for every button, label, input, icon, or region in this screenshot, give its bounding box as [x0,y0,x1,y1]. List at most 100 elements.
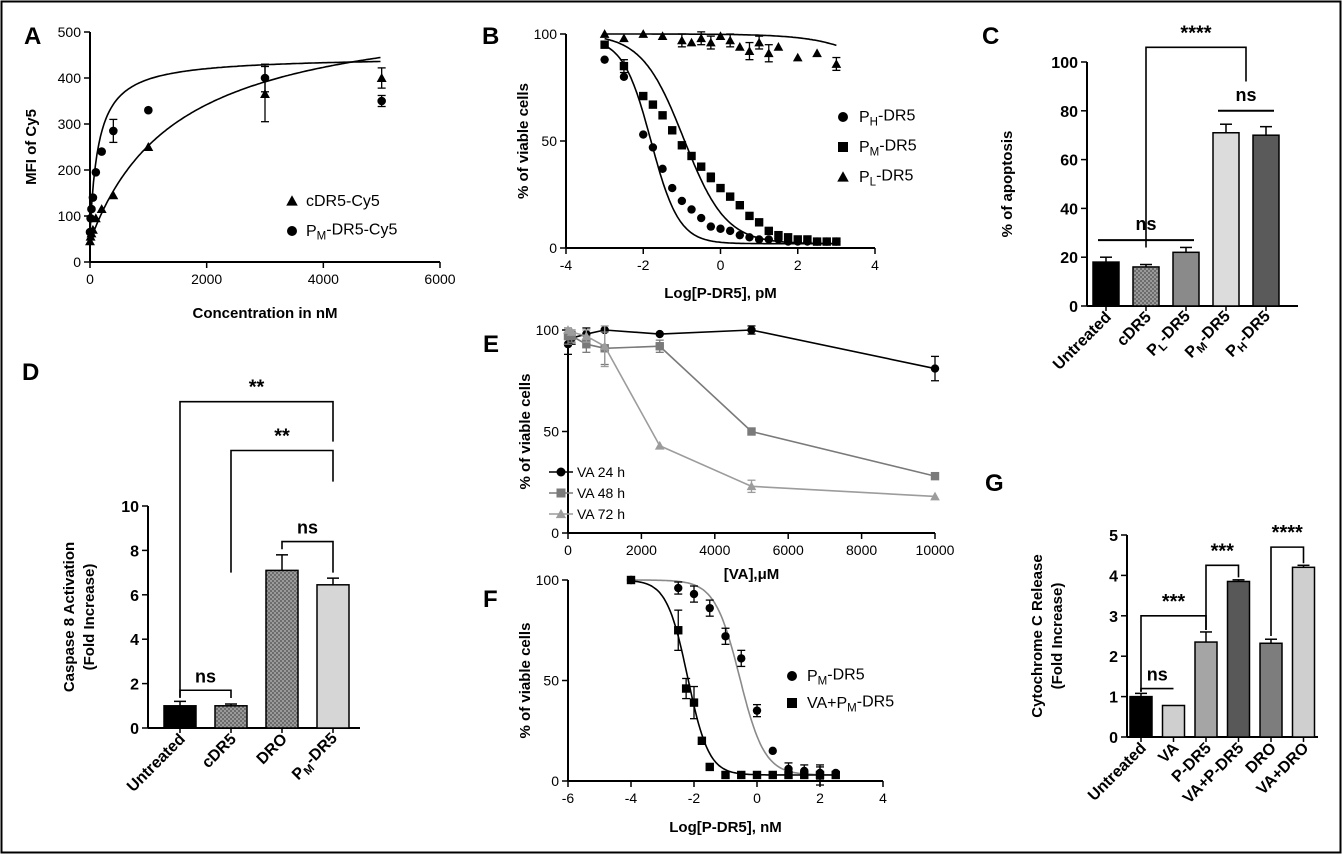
data-point [793,235,802,244]
legend-label-main: P [859,109,870,126]
data-point [747,427,756,436]
significance-label: *** [1162,591,1186,613]
y-tick-label: 60 [1060,153,1078,170]
panel-f: F -6 -4 -2 0 2 4 0 50 100 Log[P-DR5], nM % of viab… [483,572,894,836]
y-tick-label: 2 [1109,649,1118,666]
y-tick-label: 100 [536,322,560,338]
legend-label: PM-DR5-Cy5 [306,222,397,243]
legend-label-main: VA 48 h [577,485,625,501]
legend-label-main: P [807,668,818,685]
series-2 [599,29,842,72]
panel-g: G 0 1 2 3 4 5 Cytochrome C Release (Fold Increa… [985,470,1318,807]
data-point [687,151,696,161]
data-point [674,583,683,593]
x-tick-label: 2 [816,790,824,806]
legend-label-sub: M [818,675,828,687]
data-point [930,364,940,373]
data-point [747,325,756,335]
data-point [677,35,687,45]
x-tick-label: 0 [717,257,725,273]
data-point [674,626,683,635]
y-tick-label: 6 [130,588,139,605]
y-axis-label: Caspase 8 Activation [61,542,78,692]
data-point [85,236,95,246]
y-tick-label: 50 [541,133,557,149]
fit-curve [89,60,381,233]
legend-label-main: VA 24 h [577,464,625,480]
legend-label-sub: M [317,230,327,242]
x-tick-label: 4000 [699,542,730,558]
data-point [721,770,730,780]
data-point [930,471,940,481]
data-point [697,736,707,745]
data-point [581,331,592,340]
bar [265,569,299,729]
x-tick-label: 2000 [191,271,222,287]
legend: VA 24 h VA 48 h VA 72 h [549,464,625,522]
data-point [831,59,842,68]
data-point [619,33,629,43]
y-tick-label: 0 [549,240,557,256]
y-tick-label: 20 [1060,250,1078,267]
y-tick-label: 50 [543,424,559,440]
data-point [792,52,803,62]
panel-f-plot: -6 -4 -2 0 2 4 0 50 100 Log[P-DR5], nM % of viable… [517,572,894,836]
data-point [705,603,714,613]
x-tick-label: 6000 [424,271,455,287]
series-1 [626,575,840,786]
x-axis-label: Log[P-DR5], pM [664,285,776,302]
data-point [768,746,777,756]
x-axis-label: Concentration in nM [193,305,338,322]
x-tick-label: -6 [562,790,575,806]
legend-label-main: VA+P [807,695,847,712]
x-tick-label: 6000 [773,542,804,558]
legend-marker [286,195,298,206]
y-tick-label: 100 [1051,55,1078,72]
y-tick-label: 4 [130,632,139,649]
data-point [725,192,735,201]
data-point [626,575,636,585]
series-2 [563,325,940,501]
data-point [725,226,735,236]
legend-label: PM-DR5 [859,138,917,159]
data-point [599,29,610,38]
y-tick-label: 10 [121,499,139,516]
panel-a-letter: A [24,23,41,50]
panel-e-plot: 0 2000 4000 6000 8000 10000 0 50 100 [VA],μM % of … [517,322,955,583]
data-point [677,196,687,206]
data-point [784,770,793,780]
legend-label: VA 24 h [577,464,625,480]
data-point [668,126,677,135]
data-point [706,37,716,47]
data-point [735,201,745,210]
legend-label: cDR5-Cy5 [306,193,380,210]
y-tick-label: 50 [543,673,559,689]
data-point [619,72,629,82]
data-point [705,762,714,772]
data-point [566,327,577,336]
y-tick-label: 4 [1109,568,1118,585]
data-point [745,211,754,221]
legend-label: PH-DR5 [859,108,915,129]
panel-c-letter: C [982,23,999,50]
y-tick-label: 0 [551,773,559,789]
bar [1252,134,1280,307]
y-tick-label: 100 [58,208,82,224]
data-point [737,770,746,780]
legend-label-main: P [306,223,317,240]
data-point [109,126,118,136]
x-tick-label: 0 [564,542,572,558]
bar [1129,695,1153,738]
significance-bracket [281,540,334,573]
data-point [783,233,793,242]
legend-label-rest: -DR5-Cy5 [326,222,397,239]
legend-label-sub: M [847,702,857,714]
legend-marker [555,508,567,519]
legend-marker [787,698,797,708]
data-point [746,481,757,491]
x-tick-label: 2000 [626,542,657,558]
data-point [654,440,665,450]
data-point [108,190,119,200]
x-tick-label: 10000 [916,542,955,558]
